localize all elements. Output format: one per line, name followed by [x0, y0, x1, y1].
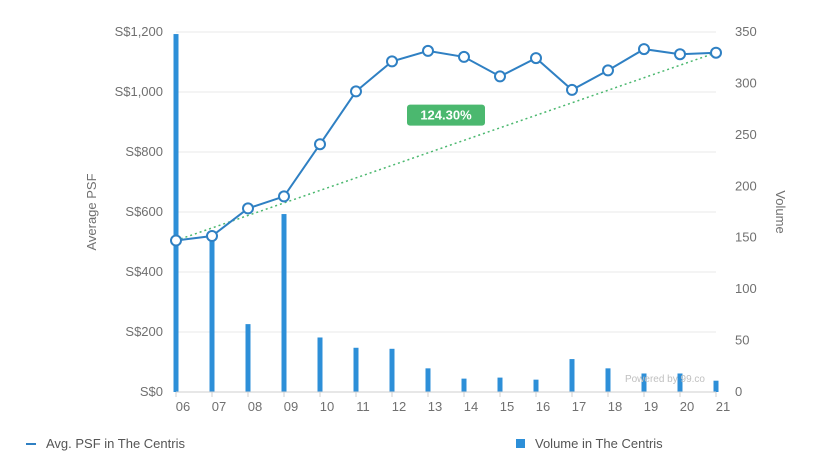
psf-point[interactable]: [638, 43, 650, 56]
x-tick-label: 17: [572, 399, 586, 414]
y2-tick-label: 350: [735, 24, 757, 39]
y2-tick-label: 300: [735, 75, 757, 90]
y-tick-label: S$800: [125, 144, 163, 159]
psf-point[interactable]: [422, 44, 434, 57]
psf-point[interactable]: [566, 83, 578, 96]
y-tick-label: S$1,000: [115, 84, 163, 99]
psf-point[interactable]: [494, 70, 506, 83]
y-tick-label: S$600: [125, 204, 163, 219]
volume-bar[interactable]: [209, 237, 215, 392]
trend-badge-label: 124.30%: [420, 108, 472, 123]
volume-bar[interactable]: [425, 368, 431, 392]
x-tick-label: 08: [248, 399, 262, 414]
psf-point[interactable]: [602, 64, 614, 77]
x-tick-label: 12: [392, 399, 406, 414]
volume-bar[interactable]: [353, 347, 359, 392]
legend-item-volume[interactable]: Volume in The Centris: [516, 436, 663, 451]
legend-item-psf[interactable]: Avg. PSF in The Centris: [26, 436, 185, 451]
x-tick-label: 15: [500, 399, 514, 414]
psf-point[interactable]: [206, 230, 218, 242]
y2-tick-label: 150: [735, 230, 757, 245]
x-tick-label: 06: [176, 399, 190, 414]
legend-label-psf: Avg. PSF in The Centris: [46, 436, 185, 451]
x-tick-label: 11: [356, 399, 370, 414]
legend-line-swatch: [26, 442, 36, 445]
volume-bar[interactable]: [677, 373, 683, 392]
x-tick-label: 20: [680, 399, 694, 414]
x-tick-label: 07: [212, 399, 226, 414]
trend-line: 124.30%: [175, 51, 717, 242]
x-tick-label: 16: [536, 399, 550, 414]
y-tick-label: S$1,200: [115, 24, 163, 39]
psf-series-line: [175, 48, 717, 242]
legend-bar-swatch: [516, 439, 525, 448]
volume-bar[interactable]: [713, 380, 719, 392]
y2-tick-label: 100: [735, 281, 757, 296]
legend-label-volume: Volume in The Centris: [535, 436, 663, 451]
x-tick-label: 13: [428, 399, 442, 414]
y2-tick-label: 250: [735, 127, 757, 142]
x-tick-label: 14: [464, 399, 478, 414]
volume-bar[interactable]: [461, 378, 467, 392]
psf-line: [170, 43, 722, 247]
y-tick-label: S$0: [140, 384, 163, 399]
watermark: Powered by 99.co: [625, 374, 705, 385]
psf-point[interactable]: [674, 48, 686, 61]
psf-point[interactable]: [242, 202, 254, 215]
x-tick-label: 10: [320, 399, 334, 414]
x-tick-label: 09: [284, 399, 298, 414]
volume-bar[interactable]: [641, 373, 647, 392]
volume-bar[interactable]: [533, 379, 539, 392]
volume-bar[interactable]: [281, 214, 287, 392]
psf-point[interactable]: [710, 46, 722, 59]
y2-axis-label: Volume: [773, 190, 788, 233]
volume-bar[interactable]: [605, 368, 611, 392]
axes: S$0 S$200 S$400 S$600 S$800 S$1,000 S$1,200 0 50…: [115, 24, 757, 414]
trend-badge: [407, 104, 485, 126]
volume-bars: [173, 34, 719, 393]
psf-point[interactable]: [350, 85, 362, 98]
y2-tick-label: 0: [735, 384, 742, 399]
y-tick-label: S$200: [125, 324, 163, 339]
y-tick-label: S$400: [125, 264, 163, 279]
volume-bar[interactable]: [569, 359, 575, 392]
x-tick-label: 18: [608, 399, 622, 414]
x-tick-label: 19: [644, 399, 658, 414]
x-tick-label: 21: [716, 399, 730, 414]
grid-lines: [176, 31, 716, 393]
psf-point[interactable]: [458, 50, 470, 63]
y-axis-label: Average PSF: [84, 173, 99, 250]
volume-bar[interactable]: [173, 34, 179, 393]
psf-point[interactable]: [314, 138, 326, 151]
psf-point[interactable]: [170, 234, 182, 247]
volume-bar[interactable]: [245, 324, 251, 392]
volume-bar[interactable]: [389, 348, 395, 392]
y2-tick-label: 200: [735, 178, 757, 193]
volume-bar[interactable]: [497, 377, 503, 392]
psf-point[interactable]: [278, 190, 290, 203]
volume-bar[interactable]: [317, 337, 323, 392]
psf-point[interactable]: [530, 52, 542, 65]
psf-point[interactable]: [386, 55, 398, 68]
trend-dotted-line: [175, 51, 717, 242]
y2-tick-label: 50: [735, 333, 749, 348]
